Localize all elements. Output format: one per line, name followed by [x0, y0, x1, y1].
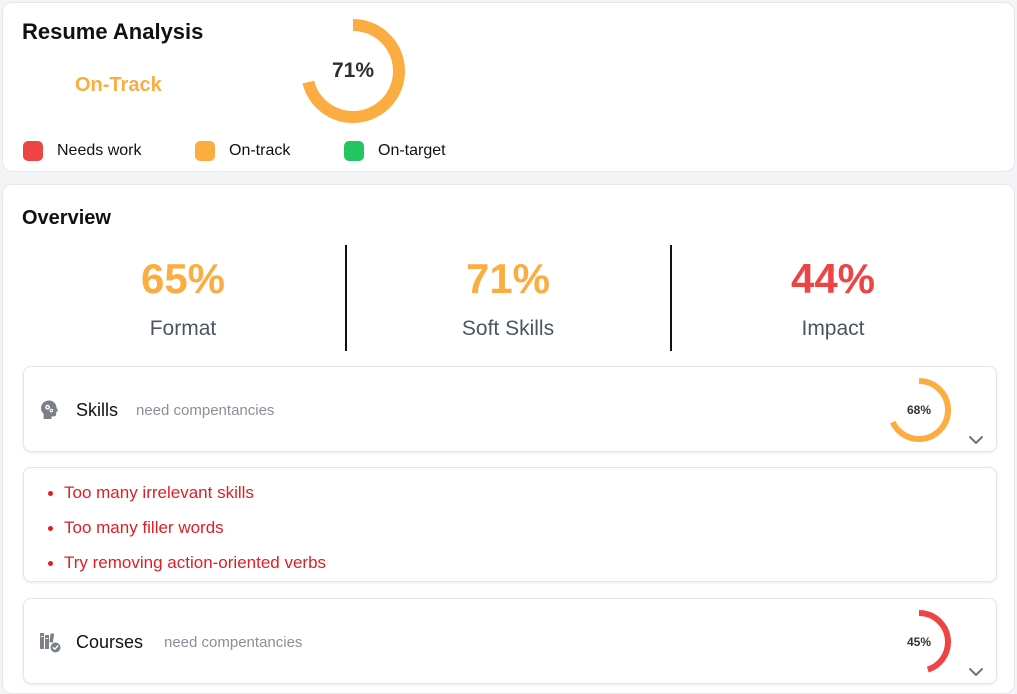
on-target-swatch [344, 141, 364, 161]
head-gears-icon [38, 398, 62, 422]
section-name: Courses [76, 632, 144, 652]
skills-issues-list: Too many irrelevant skills Too many fill… [23, 467, 997, 582]
issue-text: Try removing action-oriented verbs [64, 553, 327, 572]
section-name: Skills [76, 400, 119, 420]
divider [670, 245, 672, 351]
courses-section-header[interactable]: Courses need compentancies 45% [23, 598, 997, 684]
metric-format: 65% Format [23, 255, 343, 341]
chevron-down-icon[interactable] [968, 665, 984, 677]
overview-title: Overview [22, 207, 111, 229]
issue-text: Too many irrelevant skills [64, 483, 254, 502]
resume-analysis-card: Resume Analysis On-Track 71% Needs work … [2, 2, 1015, 172]
metric-label: Soft Skills [461, 317, 555, 340]
chevron-down-icon[interactable] [968, 433, 984, 445]
overview-card: Overview 65% Format 71% Soft Skills 44% … [2, 184, 1015, 694]
legend-label: On-target [378, 142, 446, 159]
legend-label: On-track [229, 142, 291, 159]
metric-value: 65% [140, 255, 226, 302]
bullet [48, 490, 53, 496]
section-note: need compentancies [164, 634, 303, 651]
overall-score-value: 71% [331, 59, 375, 82]
overall-score-ring: 71% [299, 17, 407, 125]
courses-score-ring-graphic [887, 610, 951, 674]
legend-on-target: On-target [344, 141, 446, 161]
legend-needs-work: Needs work [23, 141, 141, 161]
list-item: Try removing action-oriented verbs [48, 553, 326, 573]
list-item: Too many irrelevant skills [48, 483, 254, 503]
status-label: On-Track [75, 74, 162, 96]
metric-value: 44% [790, 255, 876, 302]
on-track-swatch [195, 141, 215, 161]
metric-label: Impact [801, 317, 865, 340]
skills-score-ring-graphic [887, 378, 951, 442]
metric-impact: 44% Impact [673, 255, 993, 341]
skills-score-ring: 68% [884, 375, 954, 445]
legend-label: Needs work [57, 142, 142, 159]
books-check-icon [38, 630, 62, 654]
courses-score-value: 45% [906, 635, 932, 649]
skills-score-arc [887, 378, 951, 442]
needs-work-swatch [23, 141, 43, 161]
list-item: Too many filler words [48, 518, 224, 538]
skills-section-header[interactable]: Skills need compentancies 68% [23, 366, 997, 452]
courses-score-ring: 45% [884, 607, 954, 677]
courses-score-arc [887, 610, 951, 674]
overall-score-arc [301, 19, 405, 123]
skills-score-value: 68% [906, 403, 932, 417]
metric-value: 71% [465, 255, 551, 302]
page-title: Resume Analysis [22, 19, 204, 44]
bullet [48, 560, 53, 566]
overall-score-ring-graphic [301, 19, 405, 123]
metric-label: Format [149, 317, 217, 340]
divider [345, 245, 347, 351]
metric-soft-skills: 71% Soft Skills [348, 255, 668, 341]
bullet [48, 525, 53, 531]
legend-on-track: On-track [195, 141, 290, 161]
section-note: need compentancies [136, 402, 275, 419]
issue-text: Too many filler words [64, 518, 224, 537]
